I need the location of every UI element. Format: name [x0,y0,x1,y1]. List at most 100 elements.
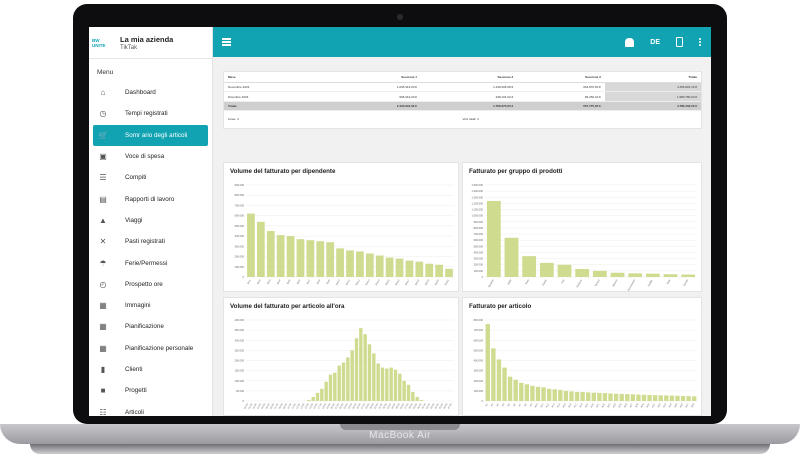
chart-bar[interactable] [522,256,537,277]
chart-bar[interactable] [306,240,315,277]
chart-bar[interactable] [365,253,374,277]
sidebar-item-10[interactable]: ▦ Immagini [89,295,212,316]
table-row[interactable]: Novembre 2023 1.065.319,20 €1.238.266,08 … [224,82,701,93]
chart-bar[interactable] [380,367,385,401]
chart-bar[interactable] [586,392,591,401]
sidebar-item-4[interactable]: ☰ Compiti [89,167,212,188]
chart-bar[interactable] [406,384,411,401]
chart-bar[interactable] [680,395,686,401]
chart-bar[interactable] [328,374,333,401]
chart-bar[interactable] [504,237,519,277]
sidebar-item-7[interactable]: ✕ Pasti registrati [89,231,212,252]
chart-bar[interactable] [524,384,530,401]
sidebar-item-6[interactable]: ▲ Viaggi [89,210,212,231]
chart-bar[interactable] [486,200,501,277]
table-header[interactable]: Totale [604,72,701,83]
sidebar-item-5[interactable]: ▤ Rapporti di lavoro [89,188,212,209]
chart-bar[interactable] [356,251,364,277]
chart-bar[interactable] [541,387,546,401]
table-header[interactable]: Sessione 2 [420,72,518,83]
chart-bar[interactable] [539,262,554,277]
chart-bar[interactable] [346,250,354,277]
sidebar-item-9[interactable]: ◴ Prospetto ore [89,274,212,295]
chart-bar[interactable] [519,382,524,401]
table-row[interactable]: Dicembre 2023 965.319,20 €238.101,02 €89.… [224,91,701,102]
chart-bar[interactable] [628,273,643,277]
chart-bar[interactable] [415,396,419,401]
chart-bar[interactable] [645,273,660,277]
chart-bar[interactable] [580,392,585,401]
chart-bar[interactable] [296,239,305,277]
sidebar-item-0[interactable]: ⌂ Dashboard [89,82,212,103]
chart-bar[interactable] [425,263,434,277]
chart-bar[interactable] [363,334,367,401]
table-header[interactable]: Sessione 3 [517,72,605,83]
chart-bar[interactable] [681,274,696,277]
chart-bar[interactable] [276,235,285,277]
chart-bar[interactable] [311,396,315,401]
chart-bar[interactable] [326,242,335,277]
chart-bar[interactable] [337,365,341,401]
chart-bar[interactable] [602,393,608,401]
chart-bar[interactable] [247,213,255,277]
company-name[interactable]: La mia azienda [120,34,174,44]
more-vert-icon[interactable] [699,36,701,47]
sidebar-item-3[interactable]: ▣ Voce di spesa [89,146,212,167]
chart-bar[interactable] [557,264,572,277]
chart-bar[interactable] [563,390,569,401]
chart-bar[interactable] [324,381,328,401]
chart-bar[interactable] [664,395,669,401]
chart-bar[interactable] [592,270,607,277]
sidebar-item-8[interactable]: ☂ Ferie/Permessi [89,252,212,273]
sidebar-item-2[interactable]: 🛒 Somr ario degli articoli [93,124,208,146]
chart-bar[interactable] [597,392,602,401]
chart-bar[interactable] [558,389,563,401]
sidebar-item-11[interactable]: ▦ Pianificazione [89,316,212,337]
chart-bar[interactable] [496,359,502,401]
chart-bar[interactable] [625,394,630,401]
chart-bar[interactable] [405,260,414,277]
chart-bar[interactable] [385,257,394,277]
chart-bar[interactable] [376,363,380,401]
table-header[interactable]: Mese [224,72,325,83]
chart-bar[interactable] [613,393,619,401]
chart-bar[interactable] [354,338,359,401]
chart-bar[interactable] [395,258,404,277]
chart-bar[interactable] [341,362,346,401]
chart-bar[interactable] [367,344,372,401]
chart-bar[interactable] [485,324,490,401]
chart-bar[interactable] [402,380,406,401]
sidebar-item-15[interactable]: ☷ Articoli [89,401,212,416]
sidebar-item-14[interactable]: ■ Progetti [89,380,212,401]
chart-bar[interactable] [647,394,652,401]
chart-bar[interactable] [415,261,424,277]
chart-bar[interactable] [398,373,402,401]
chart-bar[interactable] [350,350,354,401]
chart-bar[interactable] [393,369,398,401]
chart-bar[interactable] [372,353,376,401]
chart-bar[interactable] [307,399,311,401]
chart-bar[interactable] [675,395,680,401]
chart-bar[interactable] [692,396,697,401]
table-header[interactable]: Sessione 1 [324,72,421,83]
chart-bar[interactable] [491,348,496,401]
chart-bar[interactable] [316,241,325,277]
chart-bar[interactable] [419,399,424,401]
chart-bar[interactable] [320,388,324,401]
sidebar-item-13[interactable]: ▮ Clienti [89,359,212,380]
chart-bar[interactable] [546,388,552,401]
language-switch[interactable]: DE [650,38,660,46]
chart-bar[interactable] [445,268,453,277]
chart-bar[interactable] [652,395,658,401]
phone-icon[interactable] [676,37,683,47]
chart-bar[interactable] [333,372,337,401]
chart-bar[interactable] [641,394,647,401]
chart-bar[interactable] [411,391,415,401]
sidebar-item-12[interactable]: ▦ Pianificazione personale [89,338,212,359]
chart-bar[interactable] [610,272,625,277]
chart-bar[interactable] [315,392,320,401]
chart-bar[interactable] [591,392,596,401]
chart-bar[interactable] [669,395,675,401]
chart-bar[interactable] [619,393,624,401]
chart-bar[interactable] [266,231,275,277]
